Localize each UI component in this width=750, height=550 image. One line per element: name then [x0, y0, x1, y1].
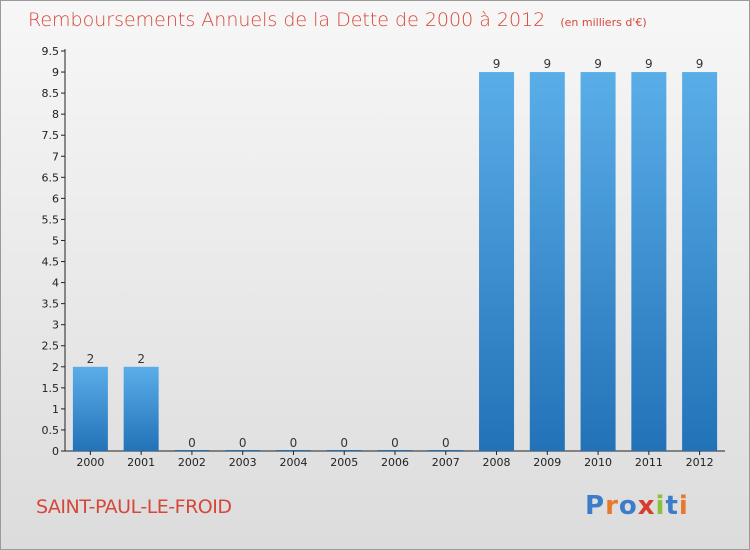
y-tick-label: 2.5	[42, 340, 60, 353]
y-tick-label: 1.5	[42, 382, 60, 395]
data-label: 0	[340, 436, 348, 450]
bar	[326, 450, 362, 451]
logo-letter: P	[585, 491, 606, 521]
y-tick-label: 7.5	[42, 129, 60, 142]
y-tick-label: 0	[52, 445, 59, 458]
y-tick-label: 7	[52, 150, 59, 163]
bar	[428, 450, 464, 451]
bar	[682, 72, 718, 451]
logo-letter: t	[665, 491, 679, 521]
data-label: 0	[239, 436, 247, 450]
commune-name: SAINT-PAUL-LE-FROID	[36, 496, 232, 518]
x-tick-label: 2012	[686, 456, 714, 469]
y-tick-label: 9	[52, 66, 59, 79]
data-label: 2	[87, 352, 95, 366]
y-tick-label: 5.5	[42, 213, 60, 226]
chart-unit: (en milliers d'€)	[560, 16, 647, 29]
logo-letter: r	[605, 491, 619, 521]
y-tick-label: 6	[52, 192, 59, 205]
chart-title-text: Remboursements Annuels de la Dette de 20…	[28, 9, 546, 31]
x-tick-label: 2008	[483, 456, 511, 469]
data-label: 0	[391, 436, 399, 450]
bar	[275, 450, 311, 451]
bar	[377, 450, 413, 451]
data-label: 0	[290, 436, 298, 450]
y-tick-label: 5	[52, 234, 59, 247]
bar	[580, 72, 616, 451]
logo-letter: x	[637, 491, 656, 521]
x-tick-label: 2000	[76, 456, 104, 469]
x-tick-label: 2003	[229, 456, 257, 469]
y-tick-label: 6.5	[42, 171, 60, 184]
bar	[631, 72, 667, 451]
x-tick-label: 2006	[381, 456, 409, 469]
y-tick-label: 4	[52, 277, 59, 290]
y-tick-label: 1	[52, 403, 59, 416]
x-tick-label: 2007	[432, 456, 460, 469]
chart-title: Remboursements Annuels de la Dette de 20…	[28, 9, 647, 31]
x-tick-label: 2011	[635, 456, 663, 469]
y-tick-label: 4.5	[42, 256, 60, 269]
bar	[174, 450, 210, 451]
y-tick-label: 2	[52, 361, 59, 374]
x-tick-label: 2002	[178, 456, 206, 469]
y-tick-label: 0.5	[42, 424, 60, 437]
x-tick-label: 2001	[127, 456, 155, 469]
logo-letter: o	[618, 491, 638, 521]
y-tick-label: 9.5	[42, 45, 60, 58]
x-tick-label: 2009	[533, 456, 561, 469]
data-label: 2	[137, 352, 145, 366]
y-tick-label: 3.5	[42, 298, 60, 311]
data-label: 0	[442, 436, 450, 450]
y-tick-label: 8.5	[42, 87, 60, 100]
logo-letter: i	[655, 491, 666, 521]
data-label: 9	[543, 57, 551, 71]
bar	[225, 450, 261, 451]
data-label: 9	[696, 57, 704, 71]
data-label: 9	[594, 57, 602, 71]
bar	[72, 366, 108, 451]
bar	[529, 72, 565, 451]
x-tick-label: 2004	[279, 456, 307, 469]
data-label: 9	[493, 57, 501, 71]
y-tick-label: 3	[52, 319, 59, 332]
bar	[123, 366, 159, 451]
bar	[479, 72, 515, 451]
data-label: 0	[188, 436, 196, 450]
logo-letter: i	[678, 491, 689, 521]
x-tick-label: 2005	[330, 456, 358, 469]
data-label: 9	[645, 57, 653, 71]
x-tick-label: 2010	[584, 456, 612, 469]
y-tick-label: 8	[52, 108, 59, 121]
proxiti-logo: Proxiti	[585, 491, 689, 521]
